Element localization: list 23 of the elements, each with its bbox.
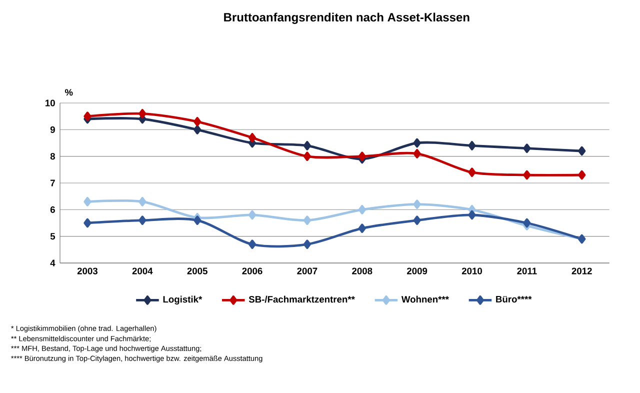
x-tick-label: 2003 xyxy=(77,268,98,274)
legend-label: Wohnen*** xyxy=(401,296,449,303)
x-tick-label: 2011 xyxy=(517,268,537,274)
x-tick-label: 2007 xyxy=(297,268,318,274)
legend-label: SB-/Fachmarktzentren** xyxy=(248,296,355,303)
y-axis-title: % xyxy=(64,89,73,96)
y-tick-label: 9 xyxy=(50,126,55,133)
legend-label: Logistik* xyxy=(163,296,202,305)
legend-label: Büro**** xyxy=(496,296,532,302)
y-tick-label: 10 xyxy=(46,100,55,106)
y-tick-label: 5 xyxy=(50,233,56,240)
x-tick-label: 2010 xyxy=(462,268,482,274)
x-tick-label: 2005 xyxy=(187,268,208,274)
x-tick-label: 2004 xyxy=(132,268,153,274)
x-tick-label: 2006 xyxy=(242,268,262,274)
y-tick-label: 4 xyxy=(50,260,56,266)
y-tick-label: 6 xyxy=(50,206,55,213)
chart-title: Bruttoanfangsrenditen nach Asset-Klassen xyxy=(224,12,470,24)
x-tick-label: 2009 xyxy=(407,268,428,274)
x-tick-label: 2008 xyxy=(352,268,372,274)
y-tick-label: 8 xyxy=(50,153,55,160)
x-tick-label: 2012 xyxy=(572,268,592,274)
y-tick-label: 7 xyxy=(50,180,55,186)
